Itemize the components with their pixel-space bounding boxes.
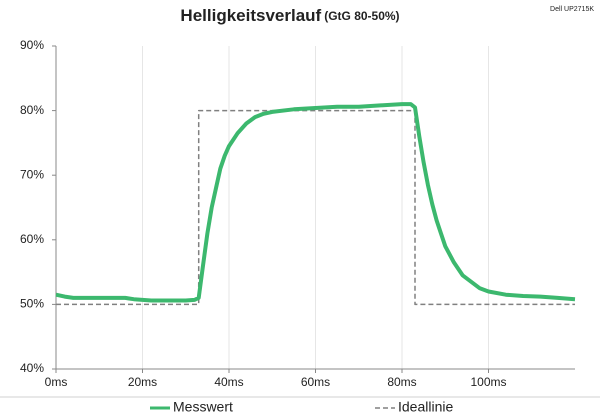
legend-label: Messwert bbox=[173, 399, 233, 415]
y-tick-label: 50% bbox=[20, 297, 44, 311]
y-tick-label: 90% bbox=[20, 38, 44, 52]
y-tick-label: 80% bbox=[20, 103, 44, 117]
x-tick-label: 100ms bbox=[470, 375, 506, 389]
x-tick-label: 60ms bbox=[301, 375, 330, 389]
series-line bbox=[55, 102, 576, 303]
title: Helligkeitsverlauf bbox=[180, 6, 321, 25]
x-tick-label: 40ms bbox=[214, 375, 243, 389]
legend-label: Ideallinie bbox=[398, 399, 453, 415]
y-tick-label: 40% bbox=[20, 361, 44, 375]
x-tick-label: 80ms bbox=[387, 375, 416, 389]
y-tick-label: 70% bbox=[20, 167, 44, 181]
x-tick-label: 20ms bbox=[128, 375, 157, 389]
subtitle: (GtG 80-50%) bbox=[324, 9, 399, 23]
annotation: Dell UP2715K bbox=[550, 6, 594, 13]
series-line bbox=[56, 109, 575, 306]
chart-title: Helligkeitsverlauf (GtG 80-50%) bbox=[180, 6, 399, 25]
x-tick-label: 0ms bbox=[45, 375, 68, 389]
y-tick-label: 60% bbox=[20, 232, 44, 246]
